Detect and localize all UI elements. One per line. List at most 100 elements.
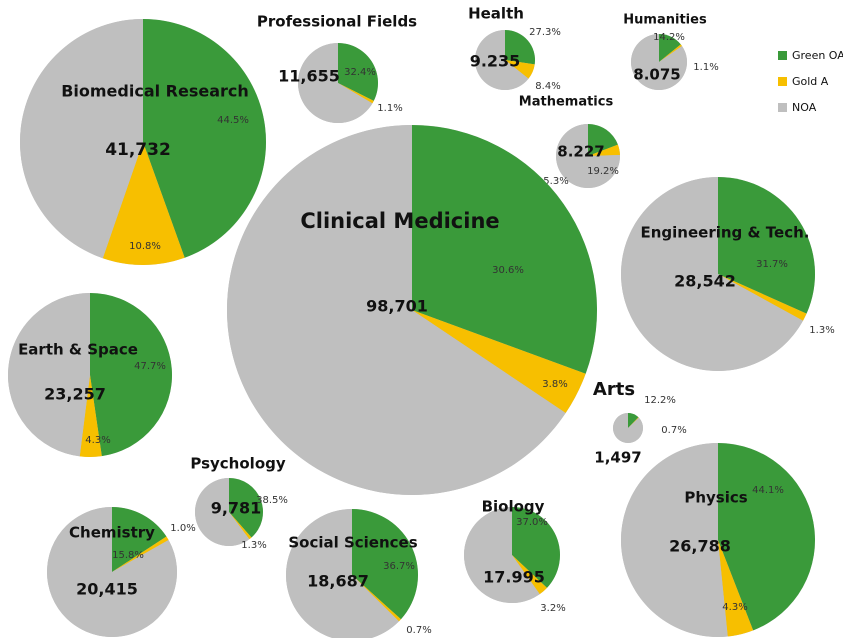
legend-swatch — [778, 103, 787, 112]
pie-title: Health — [468, 5, 524, 23]
pie-slice — [47, 507, 178, 637]
pie-total: 98,701 — [366, 297, 428, 316]
legend-label: Gold A — [792, 75, 829, 88]
pie-title: Humanities — [623, 13, 707, 28]
pie-slice — [718, 177, 815, 314]
pie-slice — [621, 177, 804, 371]
pie-title: Chemistry — [69, 524, 155, 542]
pie-total: 9.235 — [470, 52, 521, 71]
pie-slice — [352, 509, 418, 620]
value-label: 3.2% — [540, 603, 565, 614]
value-label: 37.0% — [516, 517, 548, 528]
value-label: 32.4% — [344, 67, 376, 78]
pie-total: 26,788 — [669, 537, 731, 556]
pie-slice — [464, 507, 540, 603]
pie-slice — [412, 125, 597, 374]
pie-title: Mathematics — [519, 95, 614, 110]
pie-slice — [505, 60, 535, 79]
value-label: 44.5% — [217, 115, 249, 126]
value-label: 5.3% — [543, 176, 568, 187]
pie-slice — [718, 540, 754, 637]
pie-slice — [588, 144, 620, 156]
pie-slice — [338, 83, 374, 104]
pie-total: 8.227 — [557, 143, 604, 161]
pie-slice — [659, 34, 681, 62]
value-label: 3.8% — [542, 379, 567, 390]
pie-total: 18,687 — [307, 572, 369, 591]
pie-slice — [194, 478, 250, 546]
pie-title: Earth & Space — [18, 341, 138, 359]
pie-slice — [631, 34, 688, 91]
pie-slice — [412, 310, 586, 414]
value-label: 38.5% — [256, 495, 288, 506]
pie-slice — [628, 417, 639, 428]
legend-swatch — [778, 77, 787, 86]
pie-slice — [505, 30, 535, 65]
value-label: 19.2% — [587, 166, 619, 177]
pie-total: 1,497 — [594, 449, 641, 467]
pie-slice — [102, 142, 185, 265]
value-label: 44.1% — [752, 485, 784, 496]
value-label: 0.7% — [661, 425, 686, 436]
value-label: 31.7% — [756, 259, 788, 270]
pie-title: Psychology — [190, 455, 285, 473]
value-label: 1.1% — [377, 103, 402, 114]
value-label: 14.2% — [653, 32, 685, 43]
pie-title: Engineering & Tech. — [641, 224, 810, 242]
value-label: 1.3% — [809, 325, 834, 336]
value-label: 47.7% — [134, 361, 166, 372]
pie-title: Arts — [593, 379, 635, 400]
value-label: 0.7% — [406, 625, 431, 636]
pie-slice — [588, 124, 618, 156]
pie-slice — [79, 375, 102, 457]
value-label: 27.3% — [529, 27, 561, 38]
value-label: 4.3% — [85, 435, 110, 446]
pie-slice — [555, 124, 620, 188]
pie-title: Social Sciences — [288, 534, 417, 552]
value-label: 1.0% — [170, 523, 195, 534]
pie-slice — [352, 575, 401, 622]
pie-total: 8.075 — [633, 66, 680, 84]
pie-slice — [229, 478, 264, 538]
value-label: 30.6% — [492, 265, 524, 276]
pie-total: 11,655 — [278, 67, 340, 86]
legend-label: Green OA — [792, 49, 843, 62]
pie-total: 41,732 — [105, 140, 171, 160]
value-label: 36.7% — [383, 561, 415, 572]
pie-title: Biomedical Research — [61, 82, 249, 101]
pie-title: Professional Fields — [257, 13, 417, 31]
pie-title: Biology — [482, 498, 545, 516]
value-label: 4.3% — [722, 602, 747, 613]
pie-slice — [20, 19, 143, 259]
pie-slice — [8, 293, 90, 457]
pie-slice — [718, 274, 807, 321]
pie-title: Physics — [684, 489, 747, 507]
value-label: 12.2% — [644, 395, 676, 406]
pie-slice — [718, 443, 815, 631]
pie-total: 20,415 — [76, 580, 138, 599]
value-label: 1.1% — [693, 62, 718, 73]
pie-slice — [286, 509, 399, 638]
value-label: 1.3% — [241, 540, 266, 551]
legend-label: NOA — [792, 101, 817, 114]
pie-slice — [112, 536, 169, 572]
pie-title: Clinical Medicine — [300, 209, 499, 233]
pie-slice — [613, 413, 644, 443]
value-label: 15.8% — [112, 550, 144, 561]
pie-slice — [628, 413, 639, 428]
pie-total: 23,257 — [44, 385, 106, 404]
pie-slice — [90, 293, 172, 457]
pie-total: 28,542 — [674, 272, 736, 291]
pie-slice — [229, 512, 252, 540]
pie-slice — [226, 125, 566, 495]
pie-slice — [512, 507, 560, 588]
pie-slice — [143, 19, 266, 258]
pie-total: 9,781 — [211, 499, 262, 518]
pie-total: 17.995 — [483, 568, 545, 587]
legend-swatch — [778, 51, 787, 60]
pie-slice — [298, 43, 373, 123]
pie-slice — [112, 507, 167, 572]
pie-slice — [475, 30, 529, 91]
pie-slice — [620, 443, 728, 637]
